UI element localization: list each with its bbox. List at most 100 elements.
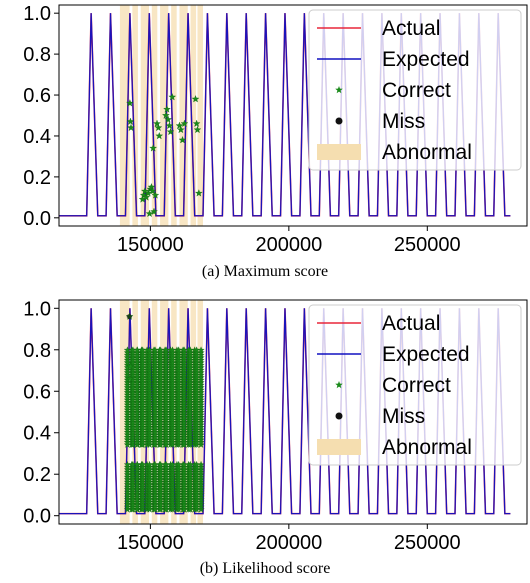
correct-marker — [197, 406, 205, 414]
correct-marker — [197, 358, 205, 366]
correct-marker — [150, 207, 158, 215]
x-tick-label: 150000 — [117, 532, 184, 554]
x-tick-label: 200000 — [255, 532, 322, 554]
correct-marker — [197, 495, 205, 503]
y-tick-label: 0.4 — [23, 126, 51, 148]
legend-label: Actual — [382, 312, 440, 335]
axes-frame — [58, 299, 528, 525]
correct-marker — [197, 470, 205, 478]
correct-marker — [197, 378, 205, 386]
correct-marker — [197, 346, 205, 354]
y-tick-label: 1.0 — [23, 298, 51, 320]
plot-area — [59, 5, 511, 226]
correct-marker — [197, 435, 205, 443]
correct-marker — [191, 95, 200, 103]
correct-marker — [197, 485, 205, 493]
correct-marker — [197, 503, 205, 511]
abnormal-band — [190, 5, 197, 226]
correct-marker — [197, 396, 205, 404]
correct-marker — [197, 500, 205, 508]
correct-marker — [197, 438, 205, 446]
legend-label: Correct — [382, 79, 451, 102]
correct-marker — [147, 183, 156, 191]
legend-patch-marker — [317, 144, 361, 160]
legend-label: Miss — [382, 110, 425, 133]
x-tick-label: 150000 — [117, 234, 184, 256]
correct-marker — [155, 131, 164, 140]
correct-marker — [197, 475, 205, 483]
legend: Actual Expected Correct Miss Abnormal — [308, 9, 522, 171]
correct-marker — [197, 433, 205, 441]
chart-panel-likelihood-score: 0.0 0.2 0.4 0.6 0.8 1.0 150000 200000 250000 Actu… — [23, 298, 528, 554]
chart-panel-maximum-score: 0.0 0.2 0.4 0.6 0.8 1.0 150000 200000 250000 Actu… — [23, 3, 528, 256]
correct-marker — [193, 125, 202, 134]
correct-marker — [142, 193, 151, 201]
correct-marker — [153, 119, 161, 127]
legend-star-marker — [335, 86, 343, 94]
correct-marker — [144, 189, 152, 197]
correct-marker — [197, 398, 205, 406]
y-tick-label: 0.8 — [23, 44, 51, 66]
legend-dot-marker — [335, 117, 343, 125]
correct-marker — [197, 356, 205, 364]
legend-dot-marker — [335, 412, 343, 420]
correct-marker — [197, 488, 205, 496]
correct-marker — [197, 386, 205, 394]
abnormal-band — [132, 5, 138, 226]
correct-marker — [178, 136, 187, 144]
miss-marker — [126, 313, 132, 320]
correct-marker — [197, 478, 205, 486]
correct-marker — [197, 411, 205, 418]
abnormal-band — [119, 5, 130, 226]
legend-label: Correct — [382, 374, 451, 397]
correct-marker — [197, 401, 205, 409]
correct-marker — [166, 127, 175, 136]
correct-marker — [175, 121, 184, 129]
correct-marker — [197, 388, 205, 396]
legend-patch-marker — [317, 439, 361, 455]
correct-marker — [197, 498, 205, 506]
correct-marker — [162, 111, 170, 119]
legend-label: Abnormal — [382, 436, 472, 459]
correct-marker — [197, 371, 205, 379]
correct-marker — [197, 383, 205, 391]
correct-marker — [197, 416, 205, 423]
correct-marker — [141, 187, 149, 195]
correct-marker — [148, 187, 157, 195]
legend-box — [308, 304, 522, 466]
caption-maximum-score: (a) Maximum score — [202, 263, 328, 280]
correct-marker — [197, 373, 205, 381]
y-tick-label: 0.6 — [23, 85, 51, 107]
correct-marker — [126, 99, 134, 107]
correct-marker — [180, 119, 189, 127]
correct-marker — [197, 381, 205, 389]
correct-marker — [197, 363, 205, 371]
correct-marker — [197, 480, 205, 488]
correct-marker — [197, 493, 205, 501]
correct-marker — [197, 505, 205, 513]
correct-marker — [197, 408, 205, 416]
x-tick-label: 250000 — [394, 532, 461, 554]
correct-marker — [197, 353, 205, 361]
legend-star-marker — [335, 381, 343, 389]
legend: Actual Expected Correct Miss Abnormal — [308, 304, 522, 466]
correct-marker — [197, 463, 205, 471]
correct-marker — [197, 428, 205, 436]
correct-marker — [145, 209, 154, 217]
x-tick-label: 200000 — [255, 234, 322, 256]
correct-marker — [163, 105, 171, 113]
correct-marker — [197, 426, 205, 433]
correct-marker — [197, 366, 205, 374]
correct-marker — [126, 117, 135, 125]
correct-marker — [197, 403, 205, 411]
legend-label: Actual — [382, 17, 440, 40]
correct-marker — [197, 483, 205, 491]
legend-box — [308, 9, 522, 171]
correct-marker — [127, 123, 135, 132]
abnormal-band — [179, 5, 188, 226]
correct-marker — [165, 121, 174, 129]
correct-marker — [197, 376, 205, 384]
caption-likelihood-score: (b) Likelihood score — [200, 560, 331, 577]
abnormal-band — [197, 5, 203, 226]
correct-marker — [168, 93, 177, 101]
